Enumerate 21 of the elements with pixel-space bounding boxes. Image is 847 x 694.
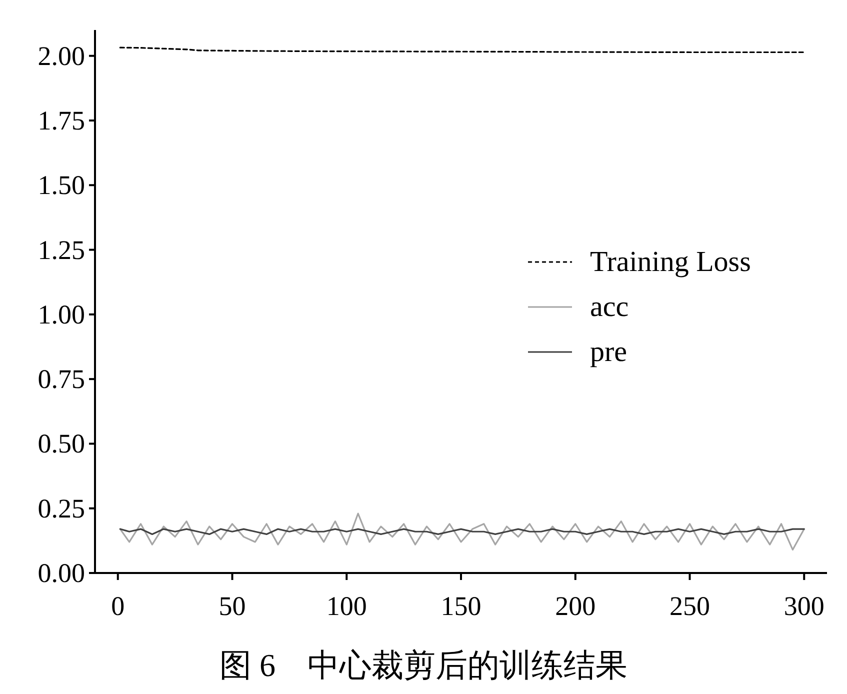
y-tick-label: 1.50 — [38, 170, 85, 200]
x-tick-label: 50 — [218, 591, 246, 621]
legend-label: Training Loss — [590, 246, 751, 278]
y-tick-label: 1.25 — [38, 234, 85, 265]
y-tick-label: 0.25 — [38, 493, 85, 524]
legend-label: acc — [590, 291, 629, 323]
x-tick-label: 100 — [326, 591, 367, 621]
legend-label: pre — [590, 336, 628, 368]
x-tick-label: 300 — [784, 591, 824, 621]
x-tick-label: 250 — [670, 591, 710, 621]
y-tick-label: 1.00 — [38, 299, 85, 330]
x-tick-label: 200 — [555, 591, 596, 621]
x-tick-label: 150 — [440, 591, 482, 621]
caption: 图 6 中心裁剪后的训练结果 — [220, 647, 628, 683]
y-tick-label: 0.75 — [38, 364, 85, 394]
y-tick-label: 0.50 — [38, 428, 85, 459]
line-series — [119, 512, 805, 551]
x-tick-label: 0 — [111, 591, 125, 621]
y-tick-label: 2.00 — [38, 40, 85, 71]
y-tick-label: 1.75 — [38, 106, 85, 136]
y-tick-label: 0.00 — [38, 558, 85, 588]
